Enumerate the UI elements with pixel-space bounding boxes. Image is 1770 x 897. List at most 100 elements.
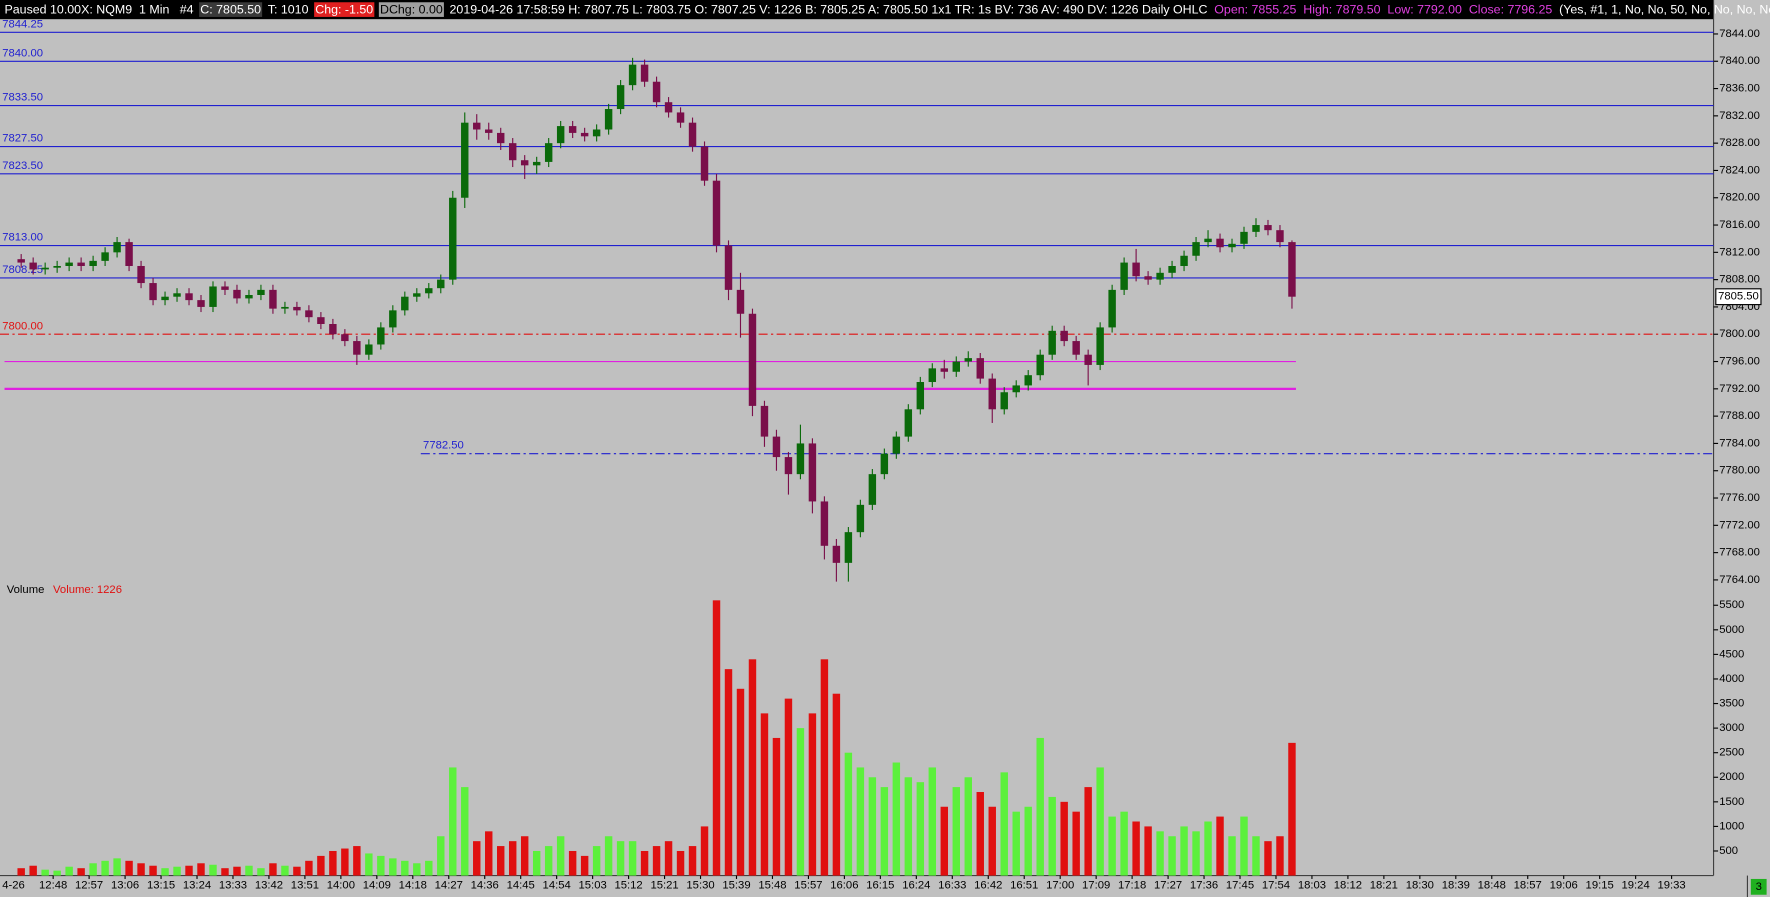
- candle-body: [1228, 243, 1236, 248]
- time-tick-label: 13:51: [291, 880, 319, 892]
- candle-body: [1012, 385, 1020, 393]
- time-tick-label: 18:39: [1442, 880, 1470, 892]
- candle-body: [544, 143, 553, 162]
- candle-body: [1204, 238, 1212, 243]
- volume-bar: [1240, 816, 1248, 876]
- date-label: 4-26: [2, 880, 25, 892]
- candle-body: [497, 132, 505, 144]
- header-highlight: [314, 2, 375, 17]
- volume-bar: [772, 737, 781, 876]
- candle-body: [413, 293, 421, 297]
- volume-bar: [257, 868, 265, 876]
- candle-body: [293, 306, 301, 311]
- candle-body: [77, 262, 85, 266]
- volume-tick-label: 5000: [1719, 624, 1744, 636]
- candle-body: [29, 262, 37, 270]
- candle-body: [1060, 330, 1068, 342]
- candle-body: [1168, 265, 1176, 273]
- candle-body: [305, 310, 313, 318]
- time-tick-label: 19:06: [1550, 880, 1578, 892]
- candle-body: [940, 368, 949, 372]
- candle-body: [341, 334, 349, 342]
- time-tick-label: 13:42: [255, 880, 283, 892]
- candle-body: [233, 289, 241, 299]
- candle-body: [1252, 225, 1260, 232]
- time-tick-label: 18:12: [1334, 880, 1362, 892]
- volume-bar: [688, 846, 697, 876]
- candle-body: [604, 109, 613, 130]
- volume-bar: [820, 659, 829, 876]
- candle-body: [628, 64, 637, 86]
- volume-bar: [125, 860, 133, 876]
- time-tick-label: 15:03: [579, 880, 607, 892]
- candle-body: [365, 344, 373, 355]
- candle-body: [1024, 375, 1032, 386]
- volume-bar: [461, 787, 469, 876]
- volume-bar: [664, 841, 673, 876]
- volume-bar: [832, 693, 841, 876]
- candle-body: [892, 436, 901, 454]
- volume-tick-label: 500: [1719, 845, 1738, 857]
- candle-body: [209, 286, 217, 307]
- volume-bar: [760, 713, 769, 876]
- candle-body: [17, 259, 25, 263]
- time-tick-label: 13:15: [147, 880, 175, 892]
- time-tick-label: 18:57: [1514, 880, 1542, 892]
- volume-bar: [341, 848, 349, 876]
- candle-body: [760, 405, 769, 437]
- candle-body: [1288, 242, 1296, 297]
- header-highlight: [378, 2, 444, 17]
- volume-bar: [580, 855, 589, 876]
- price-tick-label: 7820.00: [1719, 192, 1760, 204]
- candle-body: [185, 293, 193, 301]
- volume-bar: [508, 841, 517, 876]
- candle-body: [1036, 354, 1044, 376]
- volume-bar: [784, 698, 793, 876]
- candle-body: [748, 313, 757, 406]
- candle-body: [173, 293, 181, 297]
- candle-body: [736, 289, 745, 314]
- volume-bar: [269, 863, 277, 876]
- volume-bar: [245, 865, 253, 876]
- time-tick-label: 18:48: [1478, 880, 1506, 892]
- volume-bar: [1108, 816, 1116, 876]
- price-tick-label: 7844.00: [1719, 28, 1760, 40]
- candle-body: [1240, 231, 1248, 244]
- volume-bar: [1060, 801, 1068, 876]
- time-tick-label: 18:21: [1370, 880, 1398, 892]
- volume-bar: [652, 846, 661, 876]
- volume-bar: [808, 713, 817, 876]
- volume-bar: [940, 806, 949, 876]
- candle-body: [317, 317, 325, 325]
- volume-bar: [868, 777, 877, 876]
- candle-body: [988, 378, 996, 410]
- volume-bar: [329, 850, 337, 876]
- price-tick-label: 7792.00: [1719, 383, 1760, 395]
- candle-body: [1276, 230, 1284, 243]
- candle-body: [616, 85, 625, 110]
- price-level-label: 7827.50: [2, 133, 43, 145]
- price-tick-label: 7832.00: [1719, 110, 1760, 122]
- volume-bar: [113, 858, 121, 876]
- time-tick-label: 15:57: [794, 880, 822, 892]
- volume-bar: [149, 865, 157, 876]
- candle-body: [700, 146, 709, 181]
- candle-body: [808, 443, 817, 502]
- candle-body: [329, 324, 337, 335]
- volume-tick-label: 3500: [1719, 698, 1744, 710]
- price-tick-label: 7816.00: [1719, 219, 1760, 231]
- volume-bar: [928, 767, 937, 876]
- price-tick-label: 7804.00: [1719, 301, 1760, 313]
- header-text: (Yes, #1, 1, No, No, 50, No, No, No, No,…: [1559, 2, 1770, 16]
- time-tick-label: 14:00: [327, 880, 355, 892]
- price-tick-label: 7784.00: [1719, 437, 1760, 449]
- candle-body: [353, 341, 361, 355]
- time-tick-label: 15:12: [614, 880, 642, 892]
- volume-bar: [1228, 836, 1236, 876]
- volume-bar: [1276, 836, 1284, 876]
- volume-bar: [53, 870, 61, 876]
- candle-body: [1156, 272, 1164, 280]
- candle-body: [113, 242, 121, 253]
- volume-bar: [904, 777, 913, 876]
- volume-bar: [497, 846, 505, 876]
